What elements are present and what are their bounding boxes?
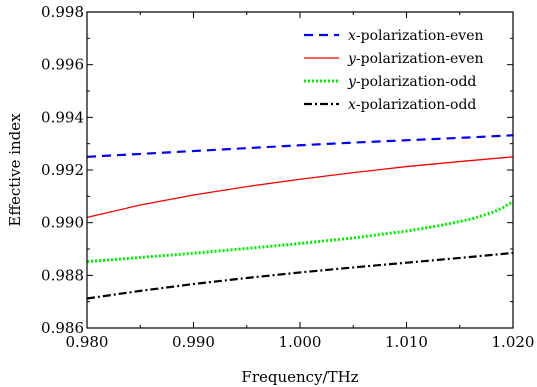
y-tick-label: 0.994 [41,108,84,126]
legend-label-0: x-polarization-even [348,28,484,44]
legend: x-polarization-eveny-polarization-eveny-… [304,28,484,113]
legend-variable: y [347,74,357,90]
x-tick-label: 0.990 [172,333,215,351]
y-axis-title: Effective index [6,113,24,227]
legend-variable: x [348,28,356,44]
y-tick-label: 0.992 [41,161,84,179]
legend-name: -polarization-even [356,51,484,67]
legend-label-2: y-polarization-odd [347,74,476,90]
y-tick-label: 0.986 [41,319,84,337]
x-tick-label: 1.000 [279,333,322,351]
y-tick-label: 0.988 [41,266,84,284]
series-line-3 [86,251,514,300]
y-tick-label: 0.996 [41,56,84,74]
legend-label-1: y-polarization-even [347,51,484,67]
series-line-0 [86,134,514,158]
legend-label-3: x-polarization-odd [348,97,476,113]
series-line-1 [86,156,514,219]
series-line-2 [86,200,514,264]
legend-name: -polarization-odd [356,74,477,90]
axis-ticks [86,11,514,329]
y-tick-label: 0.998 [41,3,84,21]
legend-variable: x [348,97,356,113]
y-tick-label: 0.990 [41,214,84,232]
series-layer [86,134,514,300]
legend-name: -polarization-odd [356,97,477,113]
x-tick-label: 0.980 [66,333,109,351]
x-tick-label: 1.020 [492,333,535,351]
x-axis-title: Frequency/THz [241,368,358,386]
legend-name: -polarization-even [356,28,484,44]
x-tick-label: 1.010 [385,333,428,351]
axis-tick-labels: 0.980 0.990 1.000 1.010 1.020 0.986 0.988 0.990… [41,3,534,351]
legend-variable: y [347,51,357,67]
